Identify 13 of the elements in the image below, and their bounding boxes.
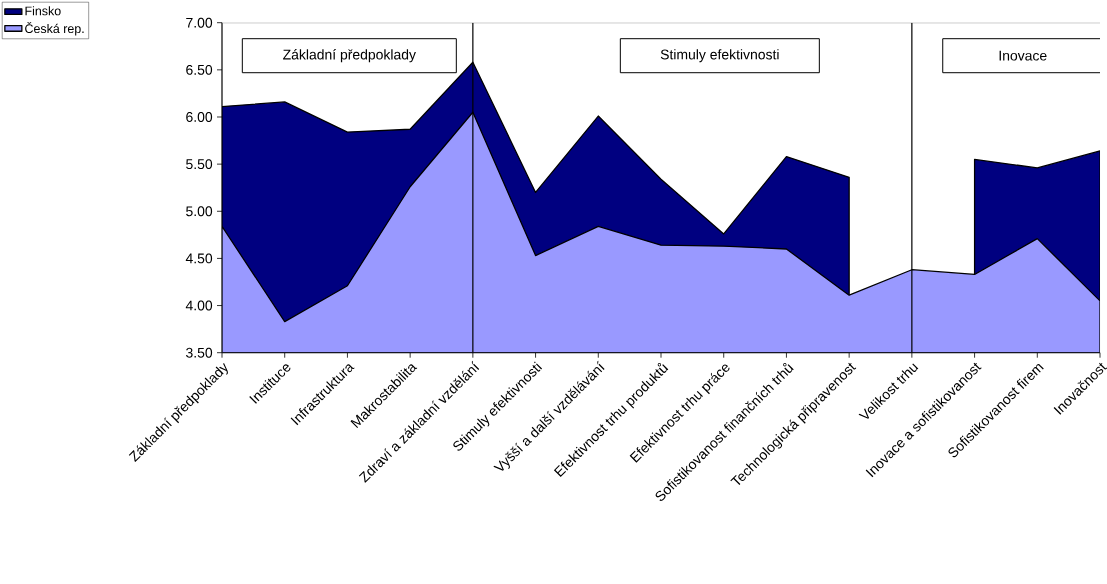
y-tick-label: 4.50 bbox=[185, 253, 213, 264]
annotation: Stimuly efektivnosti bbox=[660, 49, 779, 63]
y-tick-label: 6.00 bbox=[186, 112, 213, 122]
y-tick-label: 6.50 bbox=[186, 64, 213, 75]
y-tick-label: 7.00 bbox=[186, 17, 213, 28]
y-tick-label: 3.50 bbox=[186, 347, 213, 358]
y-tick-label: 5.00 bbox=[186, 206, 213, 217]
annotation: Inovace bbox=[999, 50, 1047, 61]
annotation: Základní předpoklady bbox=[283, 49, 416, 63]
legend-label: Česká rep. bbox=[25, 22, 84, 36]
legend-label: Finsko bbox=[25, 6, 61, 16]
y-tick-label: 4.00 bbox=[185, 300, 213, 311]
y-tick-label: 5.50 bbox=[186, 159, 213, 170]
